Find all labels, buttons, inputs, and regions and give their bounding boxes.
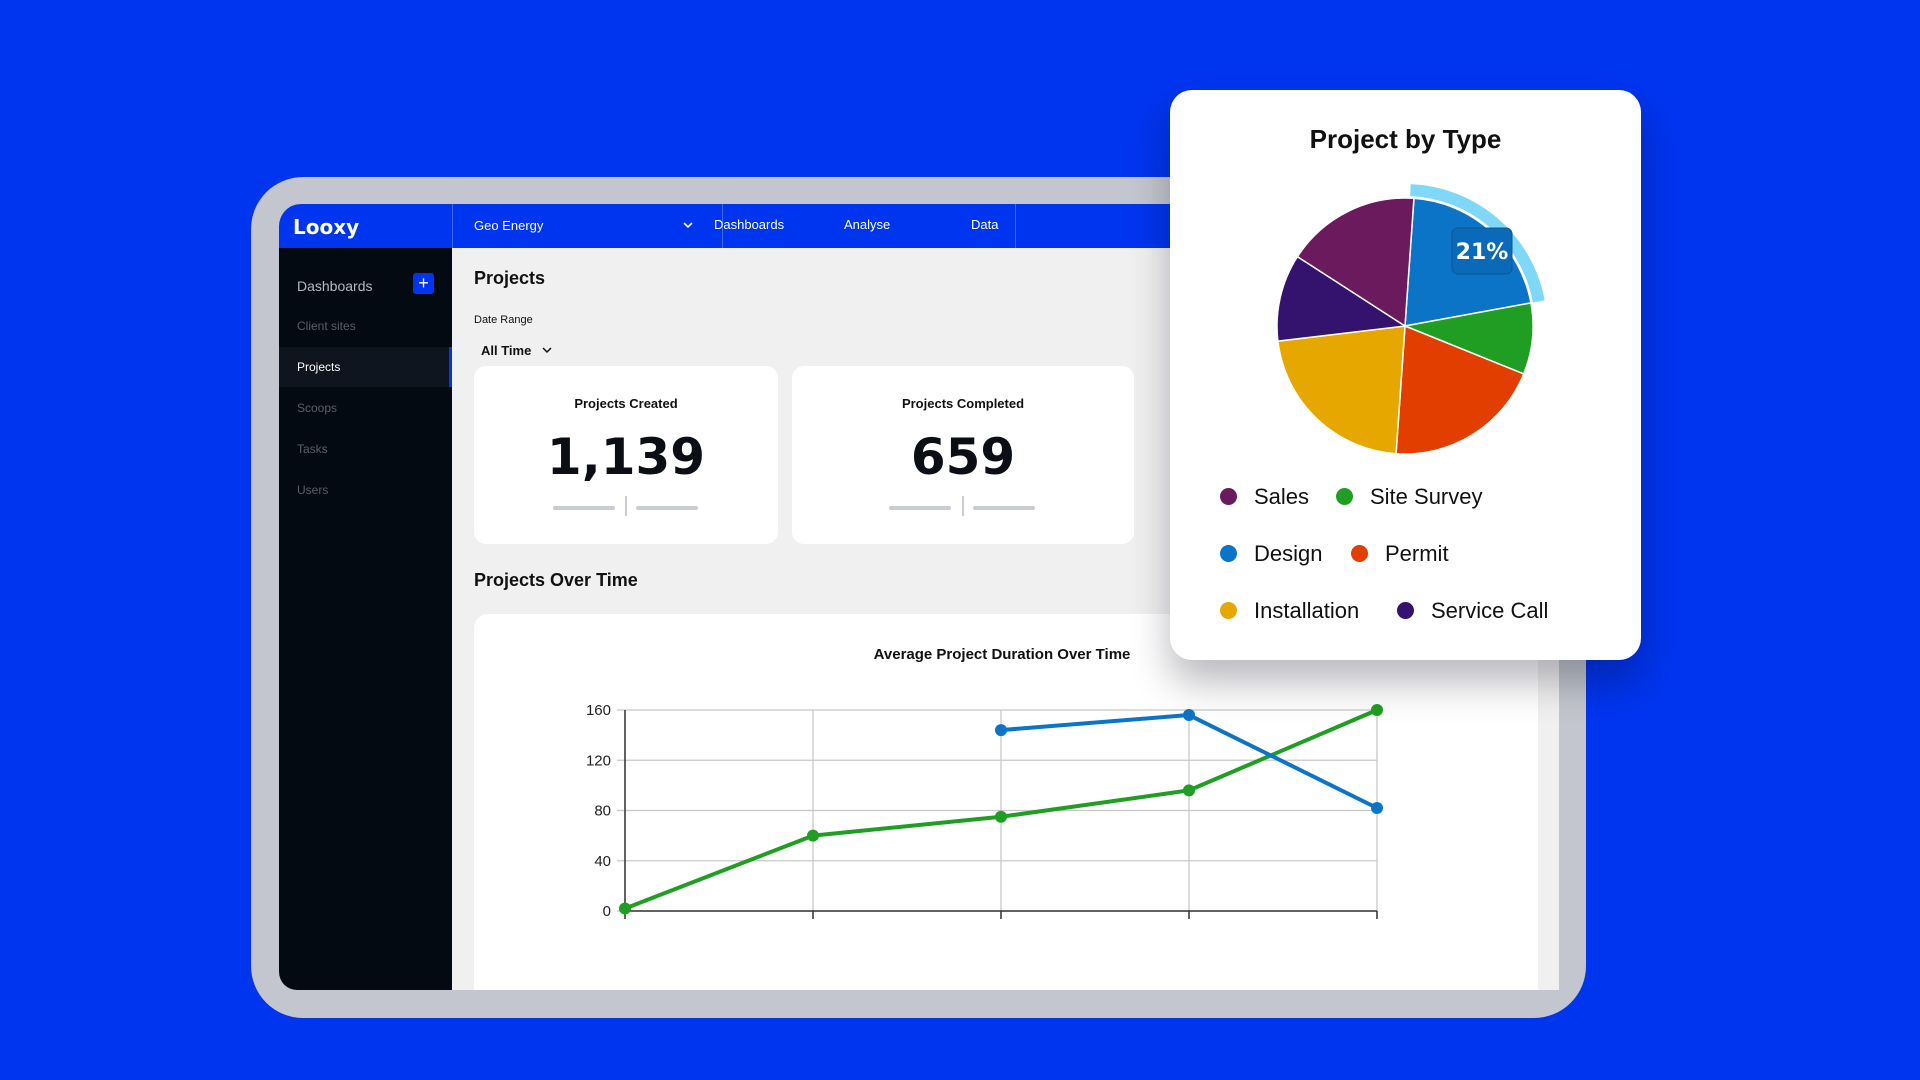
add-dashboard-button[interactable]: +	[413, 273, 434, 294]
y-tick-label: 160	[586, 702, 611, 719]
sidebar-item-users[interactable]: Users	[297, 483, 329, 497]
legend-label: Permit	[1385, 541, 1449, 566]
legend-dot	[1397, 602, 1414, 619]
legend-label: Sales	[1254, 484, 1310, 509]
nav-divider	[722, 204, 723, 248]
pie-chart-title: Project by Type	[1309, 124, 1502, 154]
percentage-badge	[1451, 227, 1513, 275]
chevron-down-icon[interactable]	[541, 344, 553, 356]
pie-slice-installation	[1277, 325, 1406, 455]
kpi-card-projects-completed[interactable]: Projects Completed 659	[792, 366, 1134, 544]
nav-divider	[1015, 204, 1016, 248]
data-point	[1371, 704, 1383, 716]
pie-slice-permit	[1395, 324, 1525, 455]
data-point	[807, 829, 819, 842]
legend-dot	[1220, 602, 1237, 619]
section-title: Projects Over Time	[474, 570, 638, 590]
legend-label: Design	[1254, 541, 1323, 566]
sidebar-title: Dashboards	[297, 278, 373, 294]
nav-divider	[452, 204, 453, 248]
kpi-placeholder-bar	[553, 506, 615, 510]
legend-label: Service Call	[1431, 598, 1549, 623]
pie-slice-service-call	[1276, 255, 1408, 342]
data-point	[1183, 784, 1195, 797]
kpi-title: Projects Created	[574, 396, 678, 411]
data-point	[995, 810, 1007, 823]
kpi-value: 1,139	[546, 428, 706, 486]
data-point	[995, 724, 1007, 737]
line-chart-card: Average Project Duration Over Time 0 40 80 1…	[474, 614, 1538, 990]
nav-data[interactable]: Data	[971, 217, 999, 232]
legend-label: Site Survey	[1370, 484, 1483, 509]
y-tick-label: 0	[603, 903, 611, 920]
data-point	[619, 902, 631, 915]
sidebar-item-projects[interactable]: Projects	[279, 347, 452, 387]
page-title: Projects	[474, 268, 546, 288]
pie-slice-sales	[1296, 197, 1415, 328]
legend-item-site-survey[interactable]: Site Survey	[1336, 482, 1483, 512]
legend-item-installation[interactable]: Installation	[1220, 596, 1359, 626]
sidebar-item-tasks[interactable]: Tasks	[297, 442, 328, 456]
legend-dot	[1351, 545, 1368, 562]
kpi-placeholder-bar	[636, 506, 698, 510]
workspace-selector[interactable]: Geo Energy	[474, 218, 544, 233]
y-tick-label: 120	[586, 752, 611, 769]
legend-item-sales[interactable]: Sales	[1220, 482, 1309, 512]
kpi-title: Projects Completed	[901, 396, 1025, 411]
y-tick-label: 40	[594, 853, 611, 870]
highlight-arc	[1410, 184, 1545, 303]
app-logo[interactable]: Looxy	[293, 215, 360, 239]
legend-dot	[1220, 488, 1237, 505]
data-point	[1183, 709, 1195, 722]
sidebar: Dashboards + Client sites Projects Scoop…	[279, 248, 452, 990]
legend-dot	[1220, 545, 1237, 562]
chart-title: Average Project Duration Over Time	[874, 646, 1131, 663]
sidebar-item-scoops[interactable]: Scoops	[297, 401, 338, 415]
nav-analyse[interactable]: Analyse	[844, 217, 891, 232]
kpi-value: 659	[910, 428, 1016, 486]
kpi-placeholder-bar	[889, 506, 951, 510]
legend-item-service-call[interactable]: Service Call	[1397, 596, 1548, 626]
percentage-label: 21%	[1456, 240, 1509, 265]
legend-dot	[1336, 488, 1353, 505]
kpi-placeholder-bar	[973, 506, 1035, 510]
kpi-separator	[962, 496, 964, 516]
data-point	[1371, 801, 1383, 814]
line-chart: Average Project Duration Over Time 0 40 80 1…	[586, 646, 1383, 920]
kpi-card-projects-created[interactable]: Projects Created 1,139	[474, 366, 778, 544]
pie-chart-card: Project by Type 21% Sales Site Survey De…	[1170, 90, 1641, 660]
y-tick-label: 80	[594, 803, 611, 820]
kpi-separator	[625, 496, 627, 516]
pie-chart: 21%	[1276, 184, 1545, 455]
date-range-label: Date Range	[474, 314, 533, 326]
legend-item-design[interactable]: Design	[1220, 539, 1322, 569]
legend-label: Installation	[1254, 598, 1360, 623]
chevron-down-icon[interactable]	[681, 218, 695, 232]
nav-dashboards[interactable]: Dashboards	[714, 217, 785, 232]
sidebar-item-client-sites[interactable]: Client sites	[297, 319, 356, 333]
date-range-select[interactable]: All Time	[481, 343, 532, 358]
legend-item-permit[interactable]: Permit	[1351, 539, 1449, 569]
